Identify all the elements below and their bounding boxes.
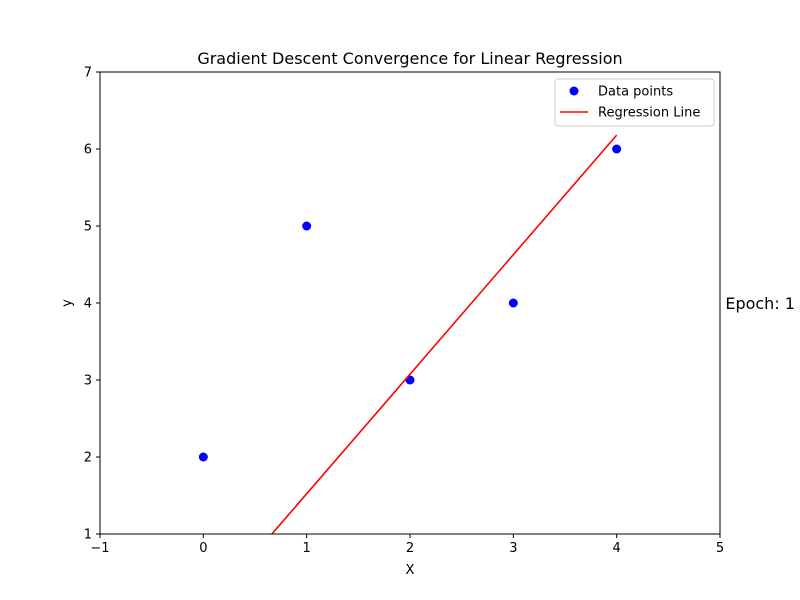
y-tick-label: 6 — [84, 143, 92, 158]
y-axis: 1 2 3 4 5 6 7 — [84, 66, 100, 543]
annotations: Epoch: 1 — [725, 294, 795, 313]
x-tick-label: 2 — [406, 541, 414, 556]
y-tick-label: 3 — [84, 374, 92, 389]
legend-label: Regression Line — [598, 106, 700, 121]
x-axis-title: X — [406, 563, 415, 578]
y-tick-label: 5 — [84, 220, 92, 235]
y-tick-label: 2 — [84, 451, 92, 466]
x-tick-label: 3 — [509, 541, 517, 556]
plot-frame — [99, 71, 721, 535]
x-tick-label: −1 — [90, 541, 109, 556]
legend-label: Data points — [598, 85, 673, 100]
data-point — [508, 298, 518, 308]
data-point — [612, 144, 622, 154]
y-tick-label: 7 — [84, 66, 92, 81]
x-tick-label: 1 — [303, 541, 311, 556]
regression-line — [270, 134, 618, 534]
y-tick-label: 4 — [84, 297, 92, 312]
x-tick-label: 0 — [199, 541, 207, 556]
legend-box — [554, 78, 715, 127]
x-tick-label: 4 — [613, 541, 621, 556]
epoch-annotation: Epoch: 1 — [725, 294, 795, 313]
chart-title: Gradient Descent Convergence for Linear … — [197, 49, 622, 68]
x-axis: −1 0 1 2 3 4 5 — [90, 534, 724, 556]
data-point — [198, 452, 208, 462]
legend-marker-swatch — [569, 86, 579, 96]
data-point — [302, 221, 312, 231]
y-tick-label: 1 — [84, 528, 92, 543]
y-axis-title: y — [60, 299, 75, 307]
x-tick-label: 5 — [716, 541, 724, 556]
legend: Data points Regression Line — [554, 78, 715, 127]
plot-data-layer — [198, 134, 622, 534]
